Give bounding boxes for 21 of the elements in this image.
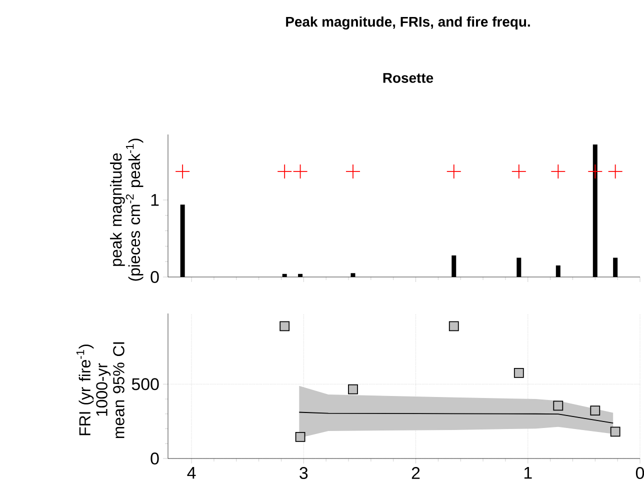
- y-tick-label: 0: [150, 452, 159, 464]
- x-tick-label: 1: [524, 467, 532, 479]
- point: [610, 426, 620, 437]
- point: [553, 400, 564, 411]
- point: [448, 321, 459, 332]
- line-series: [298, 412, 614, 424]
- x-tick-label: 3: [300, 467, 308, 480]
- x-tick-label: 2: [412, 467, 420, 479]
- y-axis-title: FRI (yr fire$^{-1}$) 1000-yr mean 95% CI: [76, 342, 124, 438]
- point: [514, 368, 524, 378]
- point: [348, 384, 358, 394]
- x-tick-label: 0: [636, 467, 644, 480]
- y-tick-label: 0: [150, 271, 159, 283]
- chart-subtitle: Rosette: [383, 73, 434, 83]
- point: [295, 432, 306, 442]
- chart-title: Peak magnitude, FRIs, and fire frequ.: [286, 16, 530, 30]
- y-tick-label: 1: [151, 194, 159, 206]
- y-tick-label: 500: [132, 378, 159, 390]
- point: [590, 406, 600, 416]
- x-tick-label: 4: [187, 467, 196, 479]
- point: [280, 321, 290, 332]
